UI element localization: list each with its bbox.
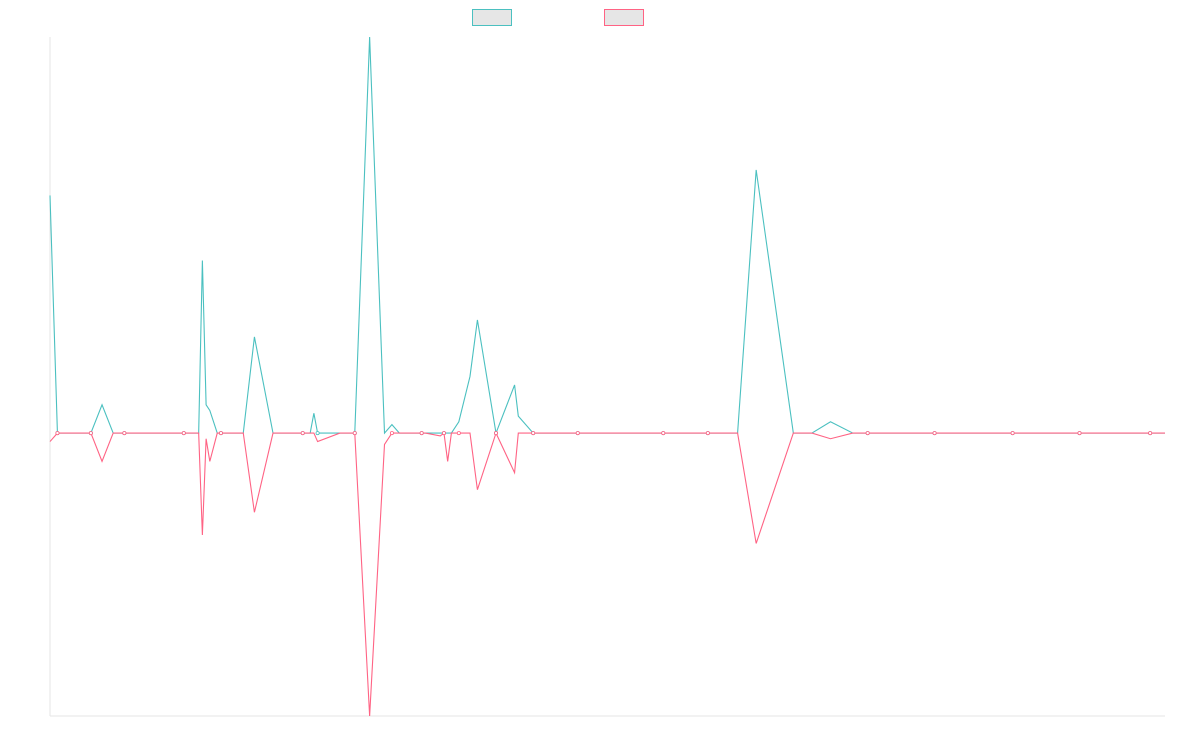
legend[interactable]	[472, 9, 644, 26]
series-2-point	[181, 431, 186, 436]
series-2-point	[456, 431, 461, 436]
series-2-point	[441, 431, 446, 436]
legend-swatch-2[interactable]	[604, 9, 644, 26]
legend-swatch-1[interactable]	[472, 9, 512, 26]
axes	[49, 37, 1165, 717]
series-2-point	[661, 431, 666, 436]
series-1-line	[49, 36, 1165, 436]
series-2-point	[493, 431, 498, 436]
series-2-point	[1010, 431, 1015, 436]
series-layer	[49, 36, 1165, 717]
series-2-point	[122, 431, 127, 436]
series-2-point	[419, 431, 424, 436]
series-2-point	[300, 431, 305, 436]
series-2-point	[1077, 431, 1082, 436]
series-2-point	[531, 431, 536, 436]
series-2-point	[1148, 431, 1153, 436]
series-1-point	[315, 431, 320, 436]
series-2-point	[932, 431, 937, 436]
series-2-point	[389, 431, 394, 436]
series-2-point	[575, 431, 580, 436]
series-2-point	[55, 431, 60, 436]
series-2	[49, 431, 1165, 717]
series-2-line	[49, 431, 1165, 717]
series-2-point	[88, 431, 93, 436]
series-1	[49, 36, 1165, 436]
series-2-point	[865, 431, 870, 436]
series-2-point	[705, 431, 710, 436]
series-2-point	[352, 431, 357, 436]
series-2-point	[218, 431, 223, 436]
